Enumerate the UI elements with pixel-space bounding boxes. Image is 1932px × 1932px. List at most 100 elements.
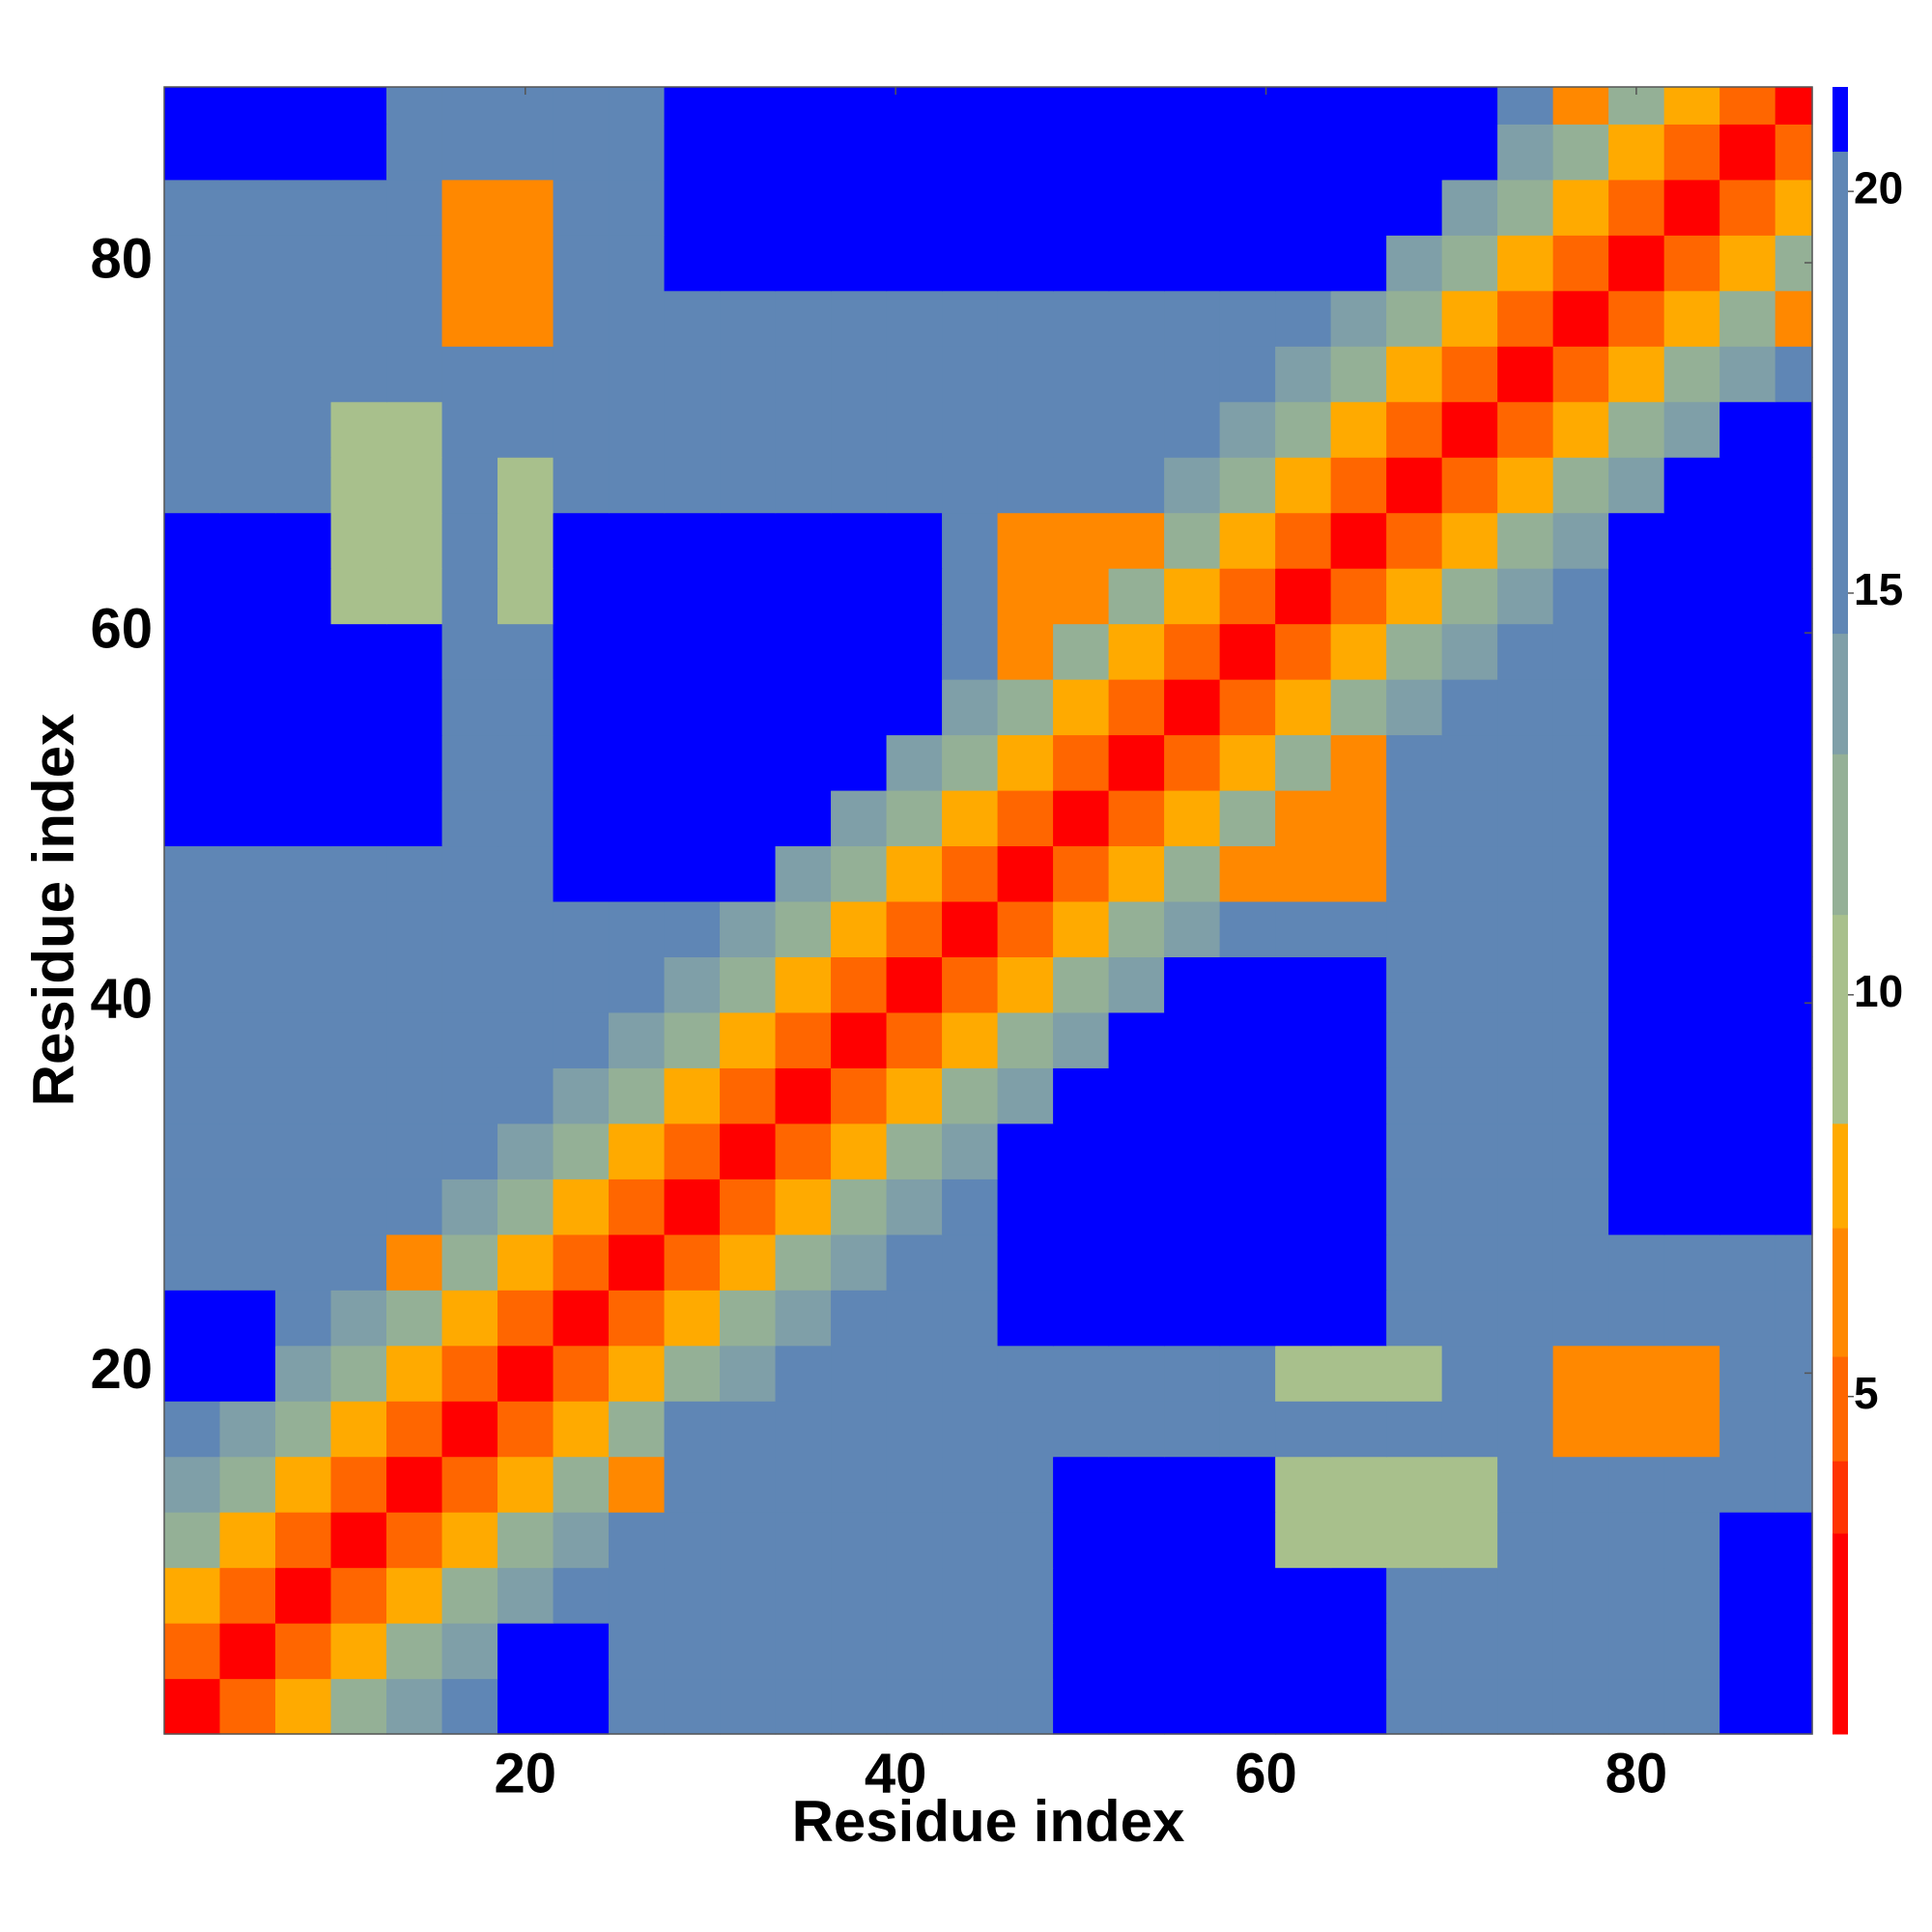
heatmap-cell bbox=[720, 457, 777, 514]
heatmap-cell bbox=[775, 1179, 832, 1236]
heatmap-cell bbox=[275, 1456, 332, 1513]
heatmap-cell bbox=[1775, 956, 1813, 1013]
heatmap-cell bbox=[1497, 900, 1554, 957]
heatmap-cell bbox=[1719, 1623, 1776, 1680]
heatmap-cell bbox=[831, 346, 888, 403]
heatmap-cell bbox=[1775, 1567, 1813, 1624]
heatmap-cell bbox=[1775, 1122, 1813, 1179]
heatmap-cell bbox=[386, 1011, 443, 1068]
heatmap-cell bbox=[275, 235, 332, 292]
heatmap-cell bbox=[1719, 623, 1776, 680]
heatmap-cell bbox=[609, 87, 666, 125]
heatmap-cell bbox=[330, 124, 387, 181]
heatmap-cell bbox=[330, 290, 387, 347]
colorbar-band bbox=[1833, 753, 1848, 916]
heatmap-cell bbox=[609, 512, 666, 569]
heatmap-cell bbox=[1386, 845, 1443, 902]
heatmap-cell bbox=[1441, 734, 1498, 791]
heatmap-cell bbox=[1275, 1122, 1332, 1179]
heatmap-cell bbox=[1663, 1234, 1720, 1291]
heatmap-cell bbox=[275, 124, 332, 181]
heatmap-cell bbox=[219, 1678, 276, 1735]
heatmap-cell bbox=[664, 1179, 721, 1236]
heatmap-cell bbox=[164, 1512, 221, 1569]
heatmap-cell bbox=[886, 845, 943, 902]
heatmap-cell bbox=[997, 623, 1054, 680]
heatmap-cell bbox=[1608, 457, 1665, 514]
heatmap-cell bbox=[330, 679, 387, 736]
heatmap-cell bbox=[1663, 789, 1720, 847]
y-tick-label: 80 bbox=[90, 227, 153, 290]
heatmap-cell bbox=[942, 346, 999, 403]
heatmap-cell bbox=[1719, 734, 1776, 791]
heatmap-cell bbox=[1497, 87, 1554, 125]
heatmap-cell bbox=[275, 679, 332, 736]
heatmap-cell bbox=[497, 1512, 554, 1569]
heatmap-cell bbox=[386, 1179, 443, 1236]
heatmap-cell bbox=[664, 845, 721, 902]
heatmap-cell bbox=[1441, 1401, 1498, 1458]
heatmap-cell bbox=[831, 1623, 888, 1680]
heatmap-cell bbox=[609, 124, 666, 181]
heatmap-cell bbox=[330, 235, 387, 292]
heatmap-cell bbox=[1552, 290, 1609, 347]
heatmap-cell bbox=[1219, 1011, 1276, 1068]
heatmap-cell bbox=[497, 512, 554, 569]
colorbar-band bbox=[1833, 633, 1848, 754]
heatmap-cell bbox=[1330, 568, 1387, 625]
heatmap-cell bbox=[831, 568, 888, 625]
heatmap-cell bbox=[997, 401, 1054, 458]
heatmap-cell bbox=[1497, 401, 1554, 458]
heatmap-cell bbox=[1775, 734, 1813, 791]
heatmap-cell bbox=[1608, 679, 1665, 736]
heatmap-cell bbox=[1275, 1011, 1332, 1068]
heatmap-cell bbox=[1775, 679, 1813, 736]
heatmap-cell bbox=[720, 1122, 777, 1179]
heatmap-cell bbox=[997, 1678, 1054, 1735]
heatmap-cell bbox=[831, 1234, 888, 1291]
heatmap-cell bbox=[1497, 1512, 1554, 1569]
heatmap-cell bbox=[441, 623, 498, 680]
x-axis-label: Residue index bbox=[792, 1789, 1185, 1854]
heatmap-cell bbox=[553, 401, 610, 458]
heatmap-cell bbox=[1775, 124, 1813, 181]
colorbar-tick-label: 20 bbox=[1854, 162, 1903, 213]
heatmap-cell bbox=[997, 789, 1054, 847]
heatmap-cell bbox=[1608, 789, 1665, 847]
heatmap-cell bbox=[886, 568, 943, 625]
heatmap-cell bbox=[1219, 179, 1276, 236]
heatmap-cell bbox=[1441, 1456, 1498, 1513]
heatmap-cell bbox=[275, 1179, 332, 1236]
heatmap-cell bbox=[664, 734, 721, 791]
heatmap-cell bbox=[1053, 679, 1110, 736]
heatmap-cell bbox=[1219, 845, 1276, 902]
heatmap-cell bbox=[1719, 845, 1776, 902]
heatmap-cell bbox=[1330, 290, 1387, 347]
heatmap-cell bbox=[886, 87, 943, 125]
heatmap-cell bbox=[720, 401, 777, 458]
heatmap-cell bbox=[497, 845, 554, 902]
heatmap-cell bbox=[664, 179, 721, 236]
heatmap-cell bbox=[1497, 734, 1554, 791]
heatmap-cell bbox=[275, 1678, 332, 1735]
heatmap-cell bbox=[1719, 568, 1776, 625]
heatmap-cell bbox=[1441, 1512, 1498, 1569]
y-tick-label: 20 bbox=[90, 1338, 153, 1401]
heatmap-cell bbox=[775, 512, 832, 569]
heatmap-cell bbox=[164, 401, 221, 458]
heatmap-cell bbox=[164, 124, 221, 181]
heatmap-cell bbox=[720, 1456, 777, 1513]
heatmap-cell bbox=[1330, 623, 1387, 680]
heatmap-cell bbox=[1663, 1011, 1720, 1068]
heatmap-cell bbox=[275, 734, 332, 791]
heatmap-cell bbox=[1497, 623, 1554, 680]
heatmap-cell bbox=[1386, 789, 1443, 847]
heatmap-cell bbox=[831, 1567, 888, 1624]
heatmap-cell bbox=[1330, 512, 1387, 569]
heatmap-cell bbox=[330, 512, 387, 569]
heatmap-cell bbox=[775, 1456, 832, 1513]
heatmap-cell bbox=[609, 1567, 666, 1624]
heatmap-cell bbox=[330, 1234, 387, 1291]
heatmap-cell bbox=[664, 457, 721, 514]
heatmap-cell bbox=[219, 1179, 276, 1236]
